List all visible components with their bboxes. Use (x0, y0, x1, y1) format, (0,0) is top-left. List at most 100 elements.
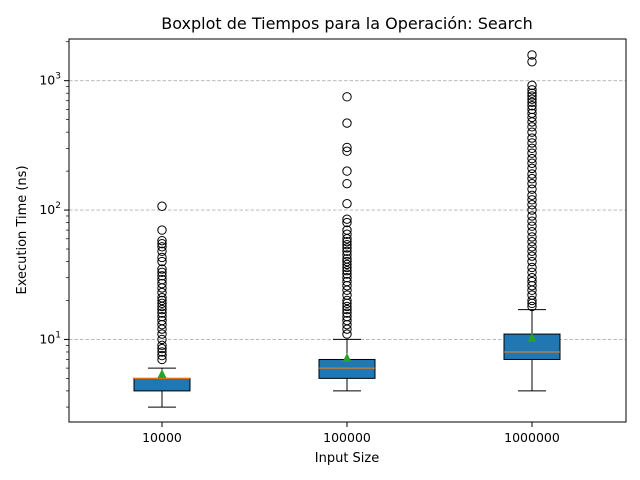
outlier-point (157, 267, 167, 278)
outlier-point (157, 278, 167, 289)
outlier-point (157, 264, 167, 274)
outlier-point (157, 293, 167, 303)
outlier-point (527, 273, 537, 283)
outlier-point (157, 354, 167, 365)
outlier-point (342, 217, 352, 228)
x-tick-label: 10000 (142, 430, 182, 445)
outlier-point (342, 273, 352, 283)
outlier-point (527, 262, 537, 273)
outlier-point (527, 57, 537, 67)
outlier-point (157, 343, 167, 354)
outlier-point (342, 295, 352, 306)
outlier-point (527, 267, 537, 278)
outlier-point (157, 347, 167, 357)
outlier-point (527, 173, 537, 184)
outlier-point (157, 295, 167, 306)
outlier-point (342, 146, 352, 156)
y-tick-label: 101 (39, 330, 61, 346)
outlier-point (527, 178, 537, 189)
outlier-point (342, 243, 352, 253)
outlier-point (342, 269, 352, 279)
outlier-point (527, 133, 537, 143)
x-tick-label: 1000000 (504, 430, 560, 445)
outlier-point (342, 250, 352, 260)
outlier-point (157, 311, 167, 322)
outlier-point (157, 308, 167, 318)
y-tick-label: 102 (39, 201, 61, 217)
outlier-point (342, 311, 352, 322)
x-axis-label: Input Size (315, 451, 379, 466)
outlier-point (527, 85, 537, 95)
outlier-point (342, 276, 352, 287)
outlier-point (527, 138, 537, 148)
outlier-point (342, 315, 352, 326)
outlier-point (527, 232, 537, 242)
outlier-point (527, 50, 537, 60)
box (318, 358, 376, 379)
outlier-point (157, 246, 167, 256)
outlier-point (157, 242, 167, 252)
outlier-point (527, 143, 537, 154)
outlier-point (342, 304, 352, 315)
y-axis-label: Execution Time (ns) (15, 165, 30, 294)
outlier-point (342, 290, 352, 300)
box-group (133, 201, 191, 408)
outlier-point (342, 178, 352, 189)
outlier-point (342, 236, 352, 247)
outlier-point (342, 329, 352, 339)
outlier-point (157, 350, 167, 361)
outlier-point (527, 195, 537, 205)
outlier-point (527, 256, 537, 267)
outlier-point (527, 153, 537, 164)
outlier-point (527, 251, 537, 261)
y-tick-label-base: 10 (39, 331, 55, 346)
outlier-point (527, 211, 537, 221)
outlier-point (342, 259, 352, 270)
outlier-point (527, 80, 537, 91)
outlier-point (527, 127, 537, 137)
outlier-point (527, 108, 537, 118)
outlier-point (527, 276, 537, 287)
outlier-point (527, 148, 537, 158)
outlier-point (157, 271, 167, 281)
outlier-point (342, 118, 352, 128)
outlier-point (157, 340, 167, 351)
outlier-point (342, 308, 352, 318)
outlier-point (527, 290, 537, 300)
outlier-point (527, 242, 537, 252)
box-series (133, 50, 561, 408)
outlier-point (157, 274, 167, 285)
outlier-point (157, 238, 167, 249)
outlier-point (527, 158, 537, 168)
outlier-point (527, 200, 537, 210)
outlier-point (527, 227, 537, 237)
box-group (503, 50, 561, 392)
y-tick-label-base: 10 (39, 202, 55, 217)
y-tick-label: 103 (39, 72, 61, 88)
outlier-point (527, 97, 537, 108)
outlier-point (342, 166, 352, 176)
y-tick-label-base: 10 (39, 73, 55, 88)
outlier-point (157, 225, 167, 235)
outlier-point (342, 246, 352, 256)
outlier-point (342, 225, 352, 235)
box-group (318, 92, 376, 392)
outlier-point (342, 198, 352, 209)
outlier-point (157, 304, 167, 315)
outlier-point (342, 301, 352, 312)
outlier-point (157, 334, 167, 345)
outlier-point (157, 329, 167, 339)
outlier-point (527, 236, 537, 247)
outlier-point (157, 256, 167, 267)
y-tick-label-exponent: 3 (55, 72, 61, 82)
x-tick-label: 100000 (323, 430, 371, 445)
outlier-point (157, 298, 167, 309)
outlier-point (527, 295, 537, 306)
outlier-point (527, 246, 537, 256)
outlier-point (157, 201, 167, 211)
outlier-point (157, 287, 167, 298)
outlier-point (527, 91, 537, 101)
